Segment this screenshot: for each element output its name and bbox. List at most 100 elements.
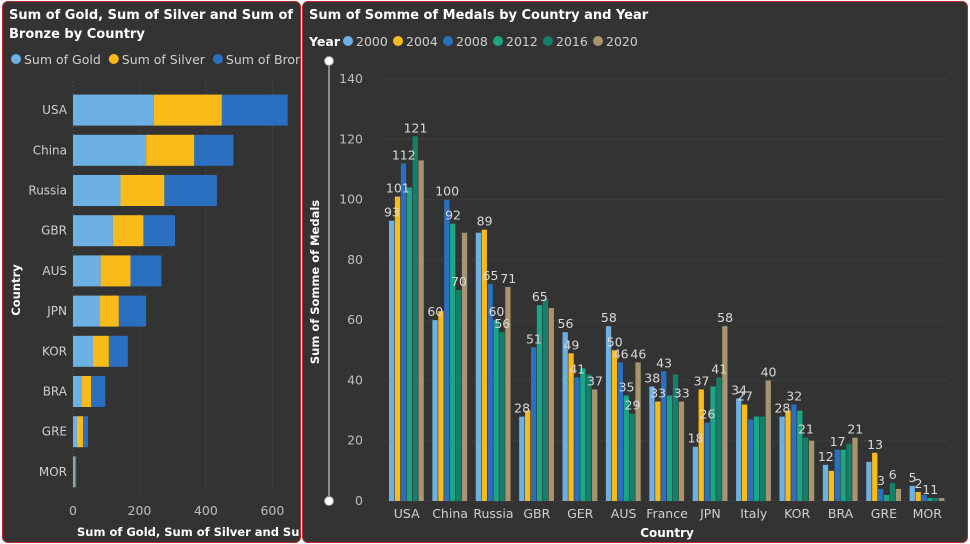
bar-jpn-0[interactable] — [73, 295, 100, 327]
bar-russia-2012[interactable] — [493, 320, 499, 501]
bar-china-2016[interactable] — [455, 290, 462, 501]
bar-gre-2000[interactable] — [866, 461, 872, 501]
zoom-slider-handle-top[interactable] — [324, 56, 334, 66]
bar-mor-2000[interactable] — [909, 485, 915, 501]
bar-gbr-2004[interactable] — [525, 410, 531, 501]
bar-jpn-2000[interactable] — [692, 446, 698, 501]
bar-mor-2012[interactable] — [927, 497, 933, 501]
bar-jpn-2008[interactable] — [704, 422, 710, 501]
bar-mor-2[interactable] — [75, 456, 77, 488]
right-chart-panel[interactable]: Sum of Somme of Medals by Country and Ye… — [302, 1, 968, 543]
bar-aus-2[interactable] — [130, 255, 162, 287]
bar-ger-2012[interactable] — [580, 368, 586, 501]
bar-gbr-2000[interactable] — [519, 416, 525, 501]
bar-gre-2020[interactable] — [895, 488, 902, 501]
bar-china-2004[interactable] — [438, 311, 444, 501]
bar-italy-2004[interactable] — [741, 404, 748, 501]
bar-russia-2016[interactable] — [499, 332, 505, 501]
bar-kor-2008[interactable] — [791, 404, 797, 501]
bar-france-2004[interactable] — [655, 401, 661, 501]
bar-jpn-2012[interactable] — [710, 386, 716, 501]
bar-russia-2008[interactable] — [487, 283, 493, 501]
bar-bra-2016[interactable] — [846, 443, 852, 501]
bar-usa-2020[interactable] — [418, 160, 424, 501]
bar-gre-0[interactable] — [73, 416, 77, 448]
bar-kor-2000[interactable] — [779, 416, 785, 501]
bar-ger-2000[interactable] — [562, 332, 568, 501]
bar-gbr-2020[interactable] — [548, 308, 554, 501]
bar-usa-2016[interactable] — [412, 136, 418, 501]
bar-mor-0[interactable] — [73, 456, 75, 488]
bar-gre-2012[interactable] — [883, 494, 890, 501]
bar-china-2000[interactable] — [432, 320, 438, 501]
bar-usa-2000[interactable] — [388, 220, 395, 501]
bar-russia-1[interactable] — [120, 175, 165, 206]
bar-ger-2008[interactable] — [574, 377, 580, 501]
bar-kor-2020[interactable] — [808, 440, 815, 501]
bar-ger-2020[interactable] — [592, 389, 598, 501]
bar-france-2012[interactable] — [667, 395, 673, 502]
bar-kor-2012[interactable] — [797, 410, 803, 501]
bar-usa-2[interactable] — [221, 94, 288, 126]
legend-label-2020[interactable]: 2020 — [606, 34, 638, 49]
bar-gbr-2012[interactable] — [536, 305, 543, 501]
legend-label-2004[interactable]: 2004 — [406, 34, 438, 49]
bar-bra-2004[interactable] — [828, 470, 835, 501]
bar-aus-2016[interactable] — [629, 413, 635, 501]
bar-gbr-2016[interactable] — [542, 299, 549, 501]
bar-aus-2000[interactable] — [605, 326, 612, 501]
bar-bra-2[interactable] — [91, 376, 106, 407]
bar-aus-2020[interactable] — [635, 362, 641, 501]
bar-usa-1[interactable] — [153, 94, 222, 126]
bar-gbr-2[interactable] — [143, 215, 176, 247]
bar-jpn-1[interactable] — [99, 295, 119, 327]
bar-kor-1[interactable] — [92, 335, 109, 367]
bar-kor-0[interactable] — [73, 335, 93, 367]
bar-gre-2004[interactable] — [872, 452, 878, 501]
bar-china-2[interactable] — [194, 134, 234, 166]
bar-france-2020[interactable] — [678, 401, 685, 501]
bar-gre-2[interactable] — [82, 416, 88, 448]
bar-russia-2[interactable] — [164, 175, 217, 206]
legend-label-2000[interactable]: 2000 — [356, 34, 388, 49]
bar-gre-1[interactable] — [76, 416, 83, 448]
bar-china-2020[interactable] — [461, 232, 468, 501]
bar-aus-1[interactable] — [100, 255, 131, 287]
bar-jpn-2016[interactable] — [716, 377, 722, 501]
bar-usa-2004[interactable] — [394, 196, 401, 502]
legend-label-0[interactable]: Sum of Gold — [24, 52, 101, 67]
legend-label-2012[interactable]: 2012 — [506, 34, 538, 49]
bar-china-1[interactable] — [146, 134, 195, 166]
bar-gbr-2008[interactable] — [530, 347, 537, 501]
bar-usa-2012[interactable] — [406, 187, 412, 501]
bar-bra-2008[interactable] — [834, 449, 840, 501]
bar-jpn-2020[interactable] — [722, 326, 728, 501]
bar-italy-2020[interactable] — [765, 380, 771, 501]
bar-china-0[interactable] — [73, 134, 147, 166]
bar-russia-2004[interactable] — [481, 229, 487, 501]
bar-france-2016[interactable] — [672, 374, 679, 501]
legend-label-2016[interactable]: 2016 — [556, 34, 588, 49]
bar-ger-2016[interactable] — [586, 374, 592, 501]
bar-france-2000[interactable] — [649, 386, 655, 501]
bar-china-2008[interactable] — [444, 199, 450, 502]
zoom-slider-handle-bottom[interactable] — [324, 496, 334, 506]
bar-mor-2016[interactable] — [933, 497, 939, 501]
bar-kor-2004[interactable] — [785, 410, 791, 501]
bar-russia-2020[interactable] — [505, 286, 511, 501]
bar-italy-2016[interactable] — [759, 416, 765, 501]
bar-mor-2008[interactable] — [921, 494, 927, 501]
bar-italy-2012[interactable] — [753, 416, 760, 501]
bar-mor-1[interactable] — [74, 456, 76, 488]
bar-usa-2008[interactable] — [400, 163, 407, 501]
bar-france-2008[interactable] — [661, 371, 667, 501]
bar-usa-0[interactable] — [73, 94, 154, 126]
bar-bra-2020[interactable] — [852, 437, 858, 501]
bar-bra-2000[interactable] — [822, 464, 829, 501]
bar-ger-2004[interactable] — [568, 353, 574, 501]
bar-italy-2008[interactable] — [747, 419, 754, 501]
legend-label-2008[interactable]: 2008 — [456, 34, 488, 49]
bar-aus-2004[interactable] — [611, 350, 618, 501]
bar-bra-1[interactable] — [81, 376, 92, 407]
bar-bra-0[interactable] — [73, 376, 82, 407]
